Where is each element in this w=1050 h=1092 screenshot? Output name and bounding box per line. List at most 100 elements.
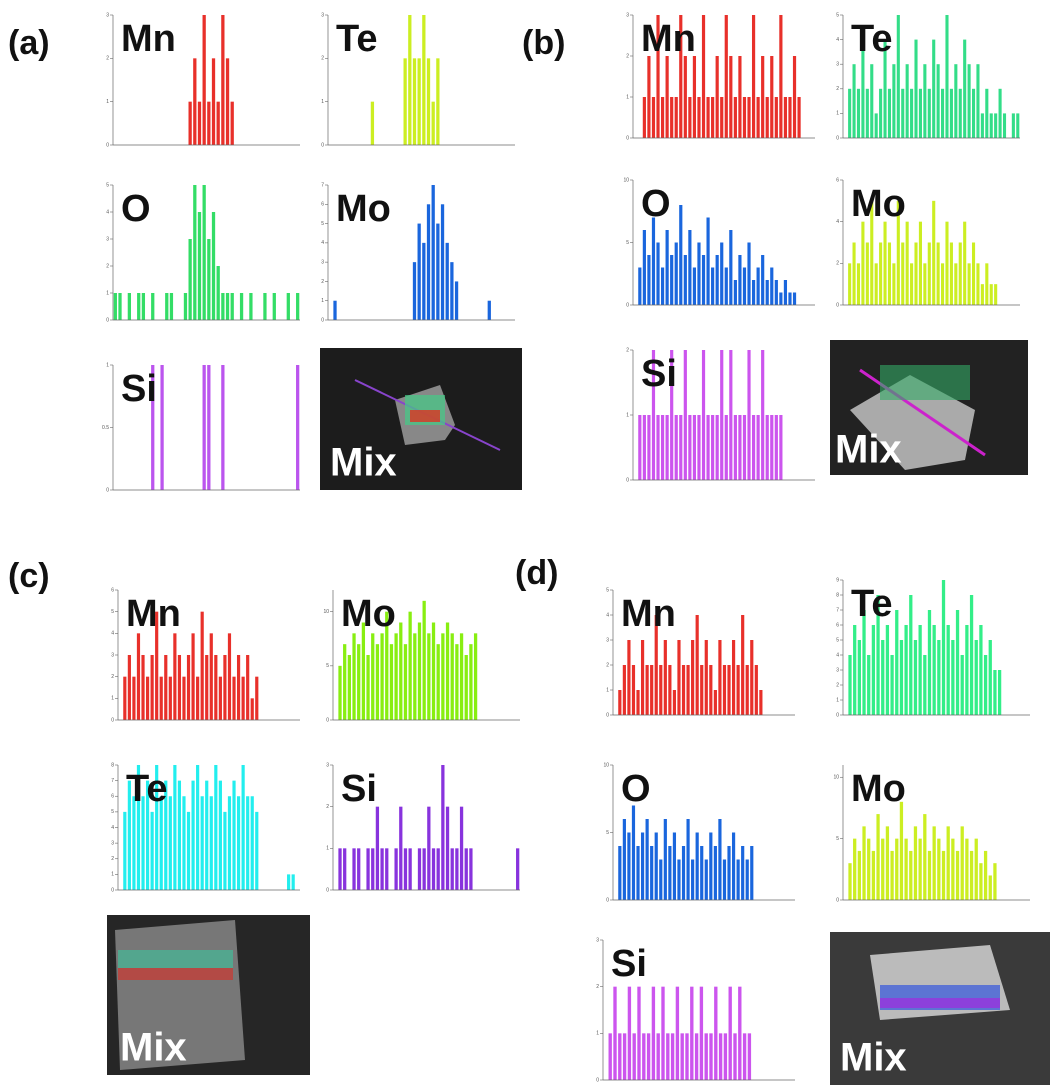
- bar: [123, 677, 126, 720]
- bar: [418, 623, 421, 721]
- bar: [862, 610, 865, 715]
- bar: [793, 56, 796, 138]
- y-tick-label: 0: [111, 887, 114, 893]
- bar: [750, 846, 753, 900]
- bar: [716, 56, 719, 138]
- bar: [976, 64, 979, 138]
- bar: [221, 293, 224, 320]
- bar: [460, 807, 463, 890]
- y-tick-label: 6: [836, 177, 839, 183]
- bar: [702, 350, 705, 480]
- bar: [217, 102, 220, 145]
- bar: [928, 243, 931, 306]
- bar: [219, 781, 222, 890]
- y-tick-label: 0: [606, 897, 609, 903]
- mix-image: Mix: [320, 348, 522, 490]
- chart-title: Mn: [126, 593, 181, 635]
- bar: [914, 640, 917, 715]
- y-tick-label: 5: [626, 240, 629, 246]
- bar: [661, 97, 664, 138]
- bar: [981, 284, 984, 305]
- y-tick-label: 3: [836, 62, 839, 68]
- y-tick-label: 2: [106, 263, 109, 269]
- bar: [169, 677, 172, 720]
- y-tick-label: 0: [106, 487, 109, 493]
- y-tick-label: 3: [106, 12, 109, 18]
- bar: [427, 204, 430, 320]
- bar: [137, 293, 140, 320]
- y-tick-label: 3: [326, 762, 329, 768]
- bar: [207, 102, 210, 145]
- bar: [937, 243, 940, 306]
- bar: [910, 263, 913, 305]
- bar: [437, 848, 440, 890]
- bar: [761, 56, 764, 138]
- bar: [875, 113, 878, 138]
- y-tick-label: 1: [596, 1031, 599, 1037]
- bar: [432, 623, 435, 721]
- y-tick-label: 10: [603, 762, 609, 768]
- bar: [932, 40, 935, 138]
- bar: [164, 655, 167, 720]
- bar: [636, 690, 639, 715]
- bar: [399, 807, 402, 890]
- bar: [900, 640, 903, 715]
- bar: [700, 987, 703, 1080]
- bar: [963, 40, 966, 138]
- bar: [151, 812, 154, 890]
- chart-title: O: [641, 183, 671, 225]
- bar: [196, 677, 199, 720]
- bar: [741, 846, 744, 900]
- bar: [132, 677, 135, 720]
- bar: [729, 230, 732, 305]
- bar: [242, 677, 245, 720]
- bar: [711, 97, 714, 138]
- bar: [376, 644, 379, 720]
- bar: [436, 224, 439, 320]
- bar: [909, 851, 912, 900]
- y-tick-label: 5: [106, 182, 109, 188]
- bar: [287, 293, 290, 320]
- bar: [886, 826, 889, 900]
- bar: [746, 860, 749, 901]
- bar: [228, 796, 231, 890]
- bar: [923, 263, 926, 305]
- bar: [784, 97, 787, 138]
- bar: [951, 839, 954, 900]
- bar: [747, 97, 750, 138]
- bar: [928, 610, 931, 715]
- y-tick-label: 2: [836, 86, 839, 92]
- bar: [432, 848, 435, 890]
- bar: [679, 205, 682, 305]
- bar: [890, 655, 893, 715]
- bar: [647, 255, 650, 305]
- bar: [187, 655, 190, 720]
- bar: [226, 58, 229, 145]
- bar: [990, 284, 993, 305]
- bar: [352, 633, 355, 720]
- bar: [972, 243, 975, 306]
- bar: [1003, 113, 1006, 138]
- bar: [207, 365, 210, 490]
- y-tick-label: 6: [836, 622, 839, 628]
- bar: [623, 665, 626, 715]
- y-tick-label: 6: [321, 202, 324, 208]
- bar: [729, 56, 732, 138]
- bar: [178, 655, 181, 720]
- bar: [408, 15, 411, 145]
- bar: [886, 625, 889, 715]
- bar: [705, 860, 708, 901]
- bar: [228, 633, 231, 720]
- y-tick-label: 0: [836, 135, 839, 141]
- bar: [714, 987, 717, 1080]
- bar: [748, 1033, 751, 1080]
- bar: [984, 655, 987, 715]
- y-tick-label: 8: [111, 762, 114, 768]
- bar: [732, 833, 735, 901]
- bar: [738, 56, 741, 138]
- bar: [950, 89, 953, 138]
- bar: [770, 415, 773, 480]
- bar: [897, 15, 900, 138]
- y-tick-label: 3: [626, 12, 629, 18]
- chart-title: Te: [126, 768, 168, 810]
